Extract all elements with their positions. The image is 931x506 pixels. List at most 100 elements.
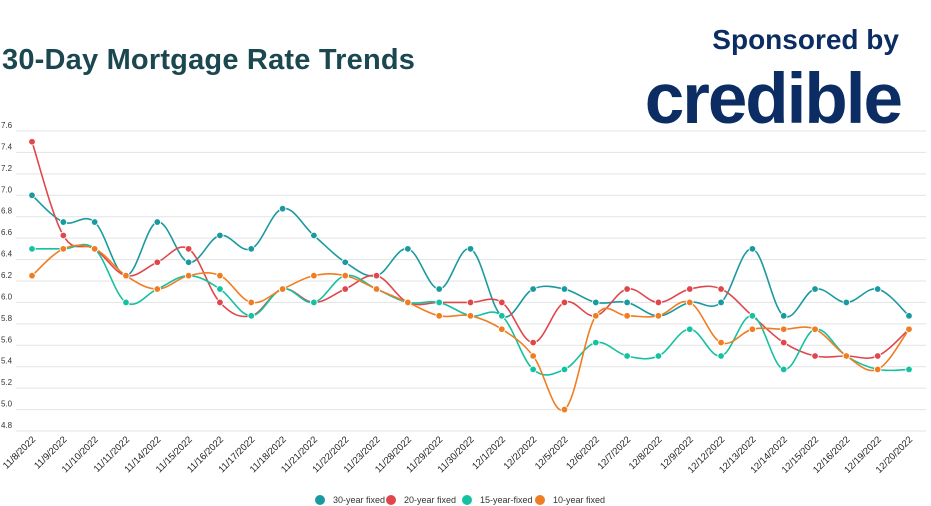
data-point	[435, 285, 443, 293]
data-point	[623, 312, 631, 320]
data-point	[122, 271, 130, 280]
data-point	[623, 352, 631, 360]
data-point	[28, 271, 36, 280]
data-point	[498, 325, 506, 333]
data-point	[216, 271, 224, 280]
data-point	[466, 245, 475, 253]
data-point	[654, 352, 663, 360]
data-point	[216, 285, 224, 293]
data-point	[310, 271, 318, 280]
legend-label: 15-year-fixed	[480, 495, 533, 505]
data-point	[310, 298, 318, 307]
data-point	[184, 271, 193, 280]
data-point	[873, 365, 882, 374]
data-point	[623, 285, 631, 293]
data-point	[59, 218, 68, 226]
legend-label: 10-year fixed	[553, 495, 605, 505]
data-point	[717, 298, 725, 307]
x-tick-label: 12/1/2022	[470, 434, 508, 472]
data-point	[654, 298, 663, 307]
data-point	[905, 325, 913, 333]
y-tick-label: 7.2	[1, 164, 13, 173]
legend-label: 20-year fixed	[404, 495, 456, 505]
y-tick-label: 6.2	[1, 271, 13, 280]
data-point	[592, 298, 600, 307]
data-point	[748, 325, 757, 333]
data-point	[153, 218, 161, 226]
data-point	[247, 298, 255, 307]
data-point	[90, 218, 99, 226]
series-lines	[31, 141, 910, 411]
series-line-0	[31, 194, 910, 318]
data-point	[529, 338, 537, 347]
data-point	[873, 352, 882, 360]
sponsor-label: Sponsored by	[712, 24, 899, 55]
chart-grid	[16, 130, 926, 432]
data-point	[184, 258, 193, 266]
data-point	[28, 245, 36, 253]
data-point	[873, 285, 882, 293]
x-tick-label: 12/6/2022	[564, 434, 602, 472]
data-point	[184, 245, 193, 253]
y-axis: 7.6 7.4 7.2 7.0 6.8 6.6 6.4 6.2 6.0 5.8 5.6 5.4 5.2 5…	[1, 121, 13, 430]
x-tick-label: 11/8/2022	[1, 434, 38, 471]
data-point	[247, 312, 255, 320]
data-point	[59, 231, 68, 240]
data-point	[560, 405, 569, 414]
data-point	[341, 271, 349, 280]
data-point	[905, 312, 913, 320]
x-tick-label: 12/8/2022	[627, 434, 665, 472]
data-point	[59, 245, 68, 253]
data-point	[748, 245, 757, 253]
data-point	[780, 365, 788, 374]
x-tick-label: 12/5/2022	[533, 434, 571, 472]
y-tick-label: 5.0	[1, 400, 13, 409]
data-point	[842, 352, 851, 360]
data-point	[435, 298, 443, 307]
data-point	[435, 312, 443, 320]
data-point	[780, 325, 788, 333]
data-point	[341, 285, 349, 293]
data-point	[623, 298, 631, 307]
data-point	[498, 312, 506, 320]
data-point	[592, 338, 600, 347]
data-point	[216, 298, 224, 307]
y-tick-label: 6.4	[1, 250, 13, 259]
data-point	[341, 258, 349, 266]
data-point	[560, 298, 569, 307]
y-tick-label: 4.8	[1, 421, 13, 430]
series-line-2	[32, 243, 910, 376]
data-point	[842, 298, 851, 307]
data-point	[372, 271, 381, 280]
data-point	[90, 245, 99, 253]
data-point	[780, 338, 788, 347]
data-point	[592, 312, 600, 320]
legend-marker	[315, 495, 325, 505]
data-point	[686, 285, 694, 293]
data-point	[905, 365, 913, 374]
legend-label: 30-year fixed	[333, 495, 385, 505]
legend-marker	[535, 495, 545, 505]
data-point	[404, 298, 412, 307]
x-axis: 11/8/202211/9/202211/10/202211/11/202211…	[1, 434, 915, 475]
data-point	[310, 231, 318, 240]
data-point	[811, 352, 819, 360]
data-point	[404, 245, 412, 253]
credible-logo: credible	[644, 60, 903, 139]
data-point	[28, 138, 36, 146]
y-tick-label: 7.0	[1, 185, 13, 194]
data-point	[278, 204, 287, 213]
data-point	[529, 352, 537, 360]
data-point	[780, 312, 788, 320]
data-point	[686, 298, 694, 307]
data-point	[717, 285, 725, 293]
data-point	[153, 258, 161, 266]
data-point	[466, 298, 475, 307]
y-tick-label: 6.8	[1, 207, 13, 216]
data-point	[247, 245, 255, 253]
data-point	[278, 285, 287, 293]
data-point	[811, 325, 819, 333]
data-point	[654, 312, 663, 320]
series-points	[28, 138, 913, 414]
